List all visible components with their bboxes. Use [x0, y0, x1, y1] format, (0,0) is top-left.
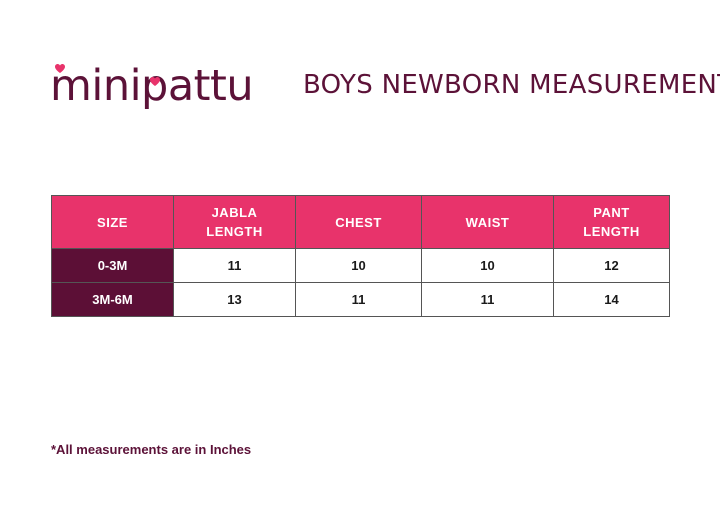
waist-cell: 10 [421, 248, 554, 283]
header-waist: WAIST [421, 195, 554, 249]
header-pant-length: PANT LENGTH [553, 195, 670, 249]
heart-icon [150, 77, 160, 86]
page-title: BOYS NEWBORN MEASUREMENT [303, 70, 720, 100]
table-header-row: SIZE JABLA LENGTH CHEST WAIST PANT LENGT… [51, 195, 670, 249]
size-cell: 0-3M [51, 248, 174, 283]
header-jabla-length-label: JABLA LENGTH [206, 205, 263, 239]
waist-cell: 11 [421, 282, 554, 317]
header-chest: CHEST [295, 195, 422, 249]
jabla-length-cell: 13 [173, 282, 296, 317]
chest-cell: 10 [295, 248, 422, 283]
header-pant-length-label: PANT LENGTH [583, 205, 640, 239]
measurement-footnote: *All measurements are in Inches [51, 442, 252, 457]
brand-logo: minipattu [50, 56, 270, 116]
pant-length-cell: 14 [553, 282, 670, 317]
size-chart-table: SIZE JABLA LENGTH CHEST WAIST PANT LENGT… [51, 195, 670, 317]
header-size: SIZE [51, 195, 174, 249]
brand-name: minipattu [50, 61, 254, 111]
heart-icon [55, 64, 65, 73]
table-row: 0-3M 11 10 10 12 [51, 248, 670, 283]
size-cell: 3M-6M [51, 282, 174, 317]
table-row: 3M-6M 13 11 11 14 [51, 282, 670, 317]
pant-length-cell: 12 [553, 248, 670, 283]
jabla-length-cell: 11 [173, 248, 296, 283]
header-jabla-length: JABLA LENGTH [173, 195, 296, 249]
chest-cell: 11 [295, 282, 422, 317]
